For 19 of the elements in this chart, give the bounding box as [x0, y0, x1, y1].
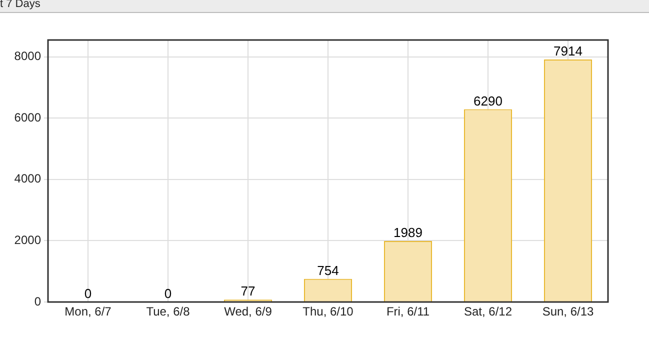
- data-label: 0: [84, 286, 92, 302]
- x-tick-label: Tue, 6/8: [146, 304, 190, 319]
- y-tick-label: 8000: [14, 49, 42, 64]
- x-tick-label: Wed, 6/9: [224, 304, 272, 319]
- data-label: 0: [164, 286, 172, 302]
- data-label: 7914: [554, 44, 582, 59]
- y-tick-label: 6000: [14, 110, 42, 124]
- x-tick-label: Sun, 6/13: [542, 304, 594, 319]
- y-tick-label: 0: [34, 294, 42, 308]
- x-tick-label: Mon, 6/7: [64, 304, 112, 319]
- data-label: 6290: [474, 93, 502, 108]
- data-label: 1989: [394, 225, 422, 240]
- data-label: 77: [240, 284, 256, 299]
- y-tick-label: 4000: [14, 172, 42, 186]
- data-label: 754: [317, 262, 339, 278]
- x-tick-label: Thu, 6/10: [302, 304, 354, 319]
- y-tick-label: 2000: [14, 233, 42, 248]
- x-tick-label: Sat, 6/12: [464, 304, 512, 319]
- x-tick-label: Fri, 6/11: [386, 304, 430, 319]
